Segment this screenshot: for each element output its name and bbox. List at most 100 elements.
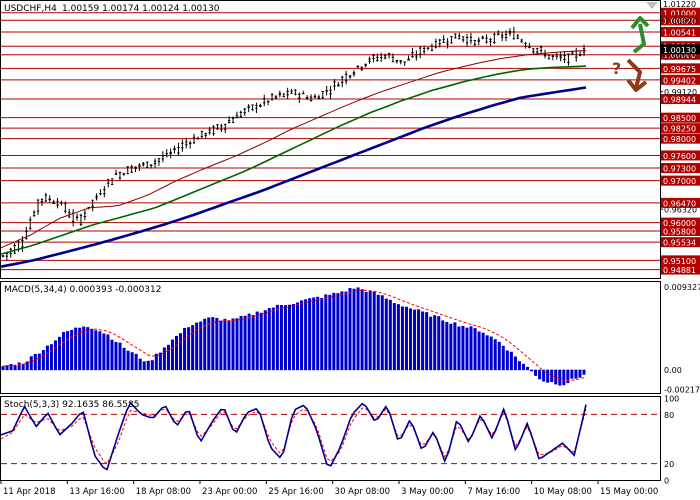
- macd-bar: [308, 298, 312, 371]
- macd-bar: [521, 363, 525, 371]
- price-axis: 1.010001.008201.005411.002031.000000.996…: [660, 0, 700, 275]
- macd-bar: [231, 318, 235, 371]
- x-axis-label: 11 Apr 2018: [3, 487, 56, 497]
- level-tag-label: 0.94881: [663, 266, 696, 275]
- macd-bar: [199, 321, 203, 371]
- macd-bar: [13, 365, 17, 371]
- level-tag: [661, 163, 700, 174]
- stoch-axis-label: 20: [664, 460, 674, 469]
- macd-bar: [263, 310, 267, 371]
- macd-bar: [219, 320, 223, 371]
- level-tag-label: 0.97600: [663, 152, 696, 161]
- level-tag: [661, 123, 700, 134]
- macd-bar: [493, 339, 497, 371]
- macd-bar: [340, 291, 344, 371]
- macd-bar: [445, 321, 449, 371]
- macd-histogram: [1, 287, 586, 386]
- macd-bar: [538, 369, 542, 380]
- macd-bar: [300, 300, 304, 371]
- level-tag-label: 0.98000: [663, 135, 696, 144]
- macd-bar: [150, 360, 154, 371]
- level-tag: [661, 197, 700, 208]
- macd-bar: [388, 299, 392, 371]
- level-tag: [661, 150, 700, 161]
- macd-bar: [570, 369, 574, 379]
- level-tag: [661, 217, 700, 228]
- macd-bar: [574, 369, 578, 379]
- macd-bar: [174, 335, 179, 371]
- macd-bar: [227, 321, 231, 371]
- price-series: [1, 26, 586, 261]
- macd-axis-label: -0.002176: [664, 386, 700, 395]
- macd-bar: [312, 297, 316, 371]
- level-tag: [661, 94, 700, 105]
- macd-bar: [239, 315, 243, 371]
- stoch-main-line: [0, 401, 587, 471]
- level-tag: [661, 237, 700, 248]
- macd-bar: [122, 347, 126, 371]
- x-axis-label: 10 May 08:00: [534, 487, 592, 497]
- macd-bar: [461, 325, 465, 371]
- macd-bar: [259, 312, 263, 371]
- macd-bar: [376, 294, 380, 371]
- macd-bar: [106, 334, 110, 371]
- macd-bar: [251, 315, 255, 371]
- macd-bar: [352, 288, 356, 371]
- macd-bar: [279, 305, 283, 371]
- macd-bar: [94, 330, 98, 371]
- macd-bar: [195, 322, 199, 371]
- level-tag-label: 0.96470: [663, 199, 696, 208]
- macd-bar: [546, 369, 550, 383]
- macd-bar: [118, 342, 122, 371]
- macd-bar: [534, 369, 538, 376]
- macd-bar: [413, 309, 417, 371]
- level-tag-label: 0.99675: [663, 65, 696, 74]
- macd-bar: [542, 369, 546, 382]
- macd-pane: [0, 281, 661, 394]
- macd-bar: [78, 327, 82, 371]
- x-axis-label: 25 Apr 16:00: [268, 487, 323, 497]
- macd-bar: [98, 331, 102, 371]
- macd-bar: [380, 295, 384, 371]
- level-tag-label: 1.00820: [663, 17, 696, 26]
- macd-bar: [41, 350, 45, 371]
- x-axis-label: 15 May 00:00: [600, 487, 658, 497]
- macd-bar: [62, 332, 66, 371]
- macd-bar: [82, 326, 86, 371]
- macd-bar: [441, 320, 445, 371]
- macd-bar: [562, 369, 566, 386]
- corner-triangle-icon: [646, 2, 658, 9]
- level-tag-label: 0.98500: [663, 114, 696, 123]
- macd-bar: [130, 352, 134, 371]
- macd-bar: [433, 315, 437, 371]
- macd-bar: [74, 327, 78, 371]
- x-axis-label: 7 May 16:00: [467, 487, 520, 497]
- macd-bar: [25, 361, 29, 371]
- macd-bar: [332, 292, 336, 371]
- macd-bar: [275, 304, 279, 371]
- macd-bar: [328, 294, 332, 371]
- chart-symbol: USDCHF,H4: [4, 4, 57, 14]
- macd-bar: [191, 325, 195, 371]
- macd-bar: [291, 303, 296, 371]
- ma-line: [0, 86, 587, 268]
- macd-bar: [429, 316, 433, 371]
- macd-bar: [70, 329, 74, 371]
- level-tag-label: 1.00000: [663, 51, 696, 60]
- macd-bar: [37, 353, 41, 371]
- ma-line: [0, 50, 587, 249]
- level-tag: [661, 49, 700, 60]
- macd-bar: [344, 291, 348, 371]
- macd-bar: [360, 289, 364, 371]
- macd-bar: [437, 316, 441, 371]
- price-pane: [0, 0, 661, 279]
- time-axis: 11 Apr 2018 13 Apr 16:00 18 Apr 08:00 23 Ap…: [0, 480, 658, 497]
- macd-bar: [223, 318, 227, 371]
- x-axis-label: 18 Apr 08:00: [136, 487, 191, 497]
- macd-bar: [243, 315, 247, 371]
- top-axis-label: 1.01220: [663, 0, 696, 9]
- macd-bar: [400, 306, 404, 371]
- macd-bar: [138, 358, 142, 371]
- green-up-arrow-icon: [630, 16, 650, 54]
